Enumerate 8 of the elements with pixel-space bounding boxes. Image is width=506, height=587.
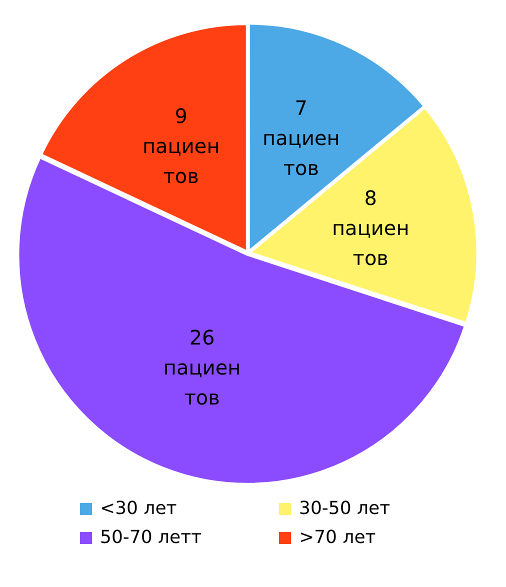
- legend-label: <30 лет: [100, 498, 177, 519]
- legend-label: 30-50 лет: [299, 498, 390, 519]
- legend-label: >70 лет: [299, 527, 376, 548]
- data-label: 9 пациен тов: [142, 104, 220, 188]
- data-label: 8 пациен тов: [332, 186, 410, 270]
- data-label: 7 пациен тов: [262, 96, 340, 180]
- legend-label: 50-70 летт: [100, 527, 202, 548]
- data-label: 26 пациен тов: [163, 325, 241, 410]
